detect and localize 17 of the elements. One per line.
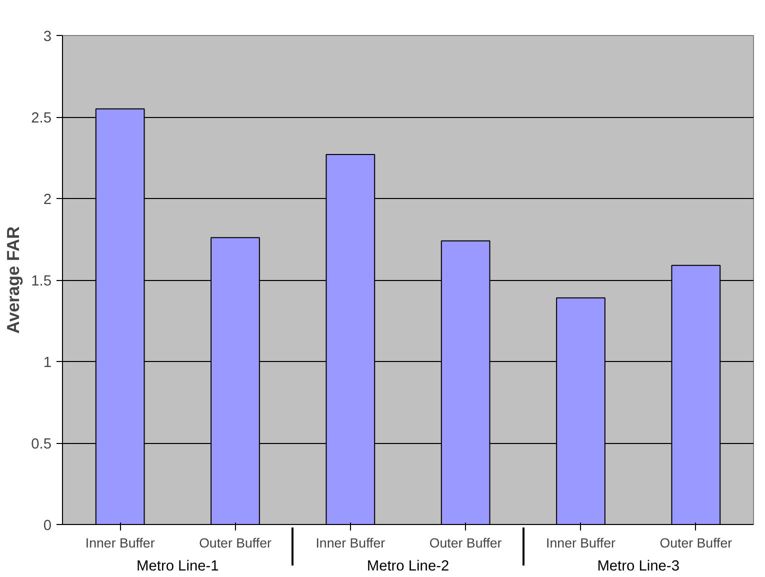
x-tick-label: Inner Buffer [546, 536, 616, 550]
x-tick-label: Outer Buffer [660, 536, 733, 550]
y-axis-title: Average FAR [3, 226, 24, 334]
x-tick-label: Inner Buffer [316, 536, 386, 550]
y-tick-label: 2 [43, 192, 52, 208]
x-tick-label: Outer Buffer [199, 536, 272, 550]
y-tick-label: 3 [43, 29, 52, 45]
text: Metro Line-2 [366, 558, 450, 574]
y-tick-label: 0 [43, 518, 52, 534]
x-tick-label: Inner Buffer [85, 536, 156, 550]
y-tick-label: 1.5 [31, 274, 52, 290]
y-tick-label: 1 [43, 355, 52, 371]
y-tick-label: 2.5 [31, 110, 52, 126]
y-tick-label: 0.5 [31, 436, 52, 452]
text: Metro Line-1 [136, 558, 219, 574]
x-tick-label: Outer Buffer [429, 536, 502, 550]
text: Metro Line-3 [597, 558, 680, 574]
